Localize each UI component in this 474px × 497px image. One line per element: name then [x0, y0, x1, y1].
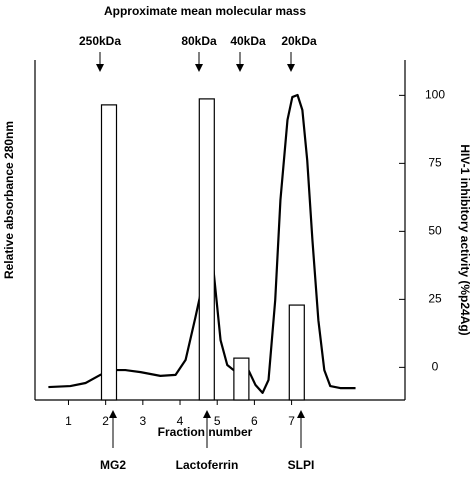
annotation: Lactoferrin [176, 458, 239, 472]
y-axis-label: Relative absorbance 280nm [2, 121, 16, 279]
annotation: MG2 [100, 458, 126, 472]
chart-title: Approximate mean molecular mass [104, 4, 306, 18]
annotation: 20kDa [281, 34, 317, 48]
y2-tick-label: 0 [432, 360, 439, 374]
bar [198, 98, 215, 401]
x-tick-label: 4 [177, 414, 184, 428]
x-tick-label: 5 [214, 414, 221, 428]
x-tick-label: 3 [139, 414, 146, 428]
annotation: 80kDa [181, 34, 217, 48]
annotation: 250kDa [79, 34, 121, 48]
annotation: 40kDa [230, 34, 266, 48]
y2-tick-label: 25 [428, 292, 442, 306]
bar [233, 357, 250, 401]
x-axis-label: Fraction number [158, 425, 253, 439]
arrows [96, 52, 305, 448]
annotation: SLPI [288, 458, 315, 472]
y2-tick-label: 100 [425, 88, 445, 102]
y2-axis-label: HIV-1 inhibitory activity (%p24Ag) [458, 144, 472, 335]
x-tick-label: 2 [102, 414, 109, 428]
x-tick-label: 1 [65, 414, 72, 428]
bar [100, 104, 118, 401]
x-tick-label: 6 [251, 414, 258, 428]
bar [288, 304, 305, 401]
y2-tick-label: 50 [428, 224, 442, 238]
y2-tick-label: 75 [428, 156, 442, 170]
x-tick-label: 7 [288, 414, 295, 428]
axes [34, 60, 406, 401]
